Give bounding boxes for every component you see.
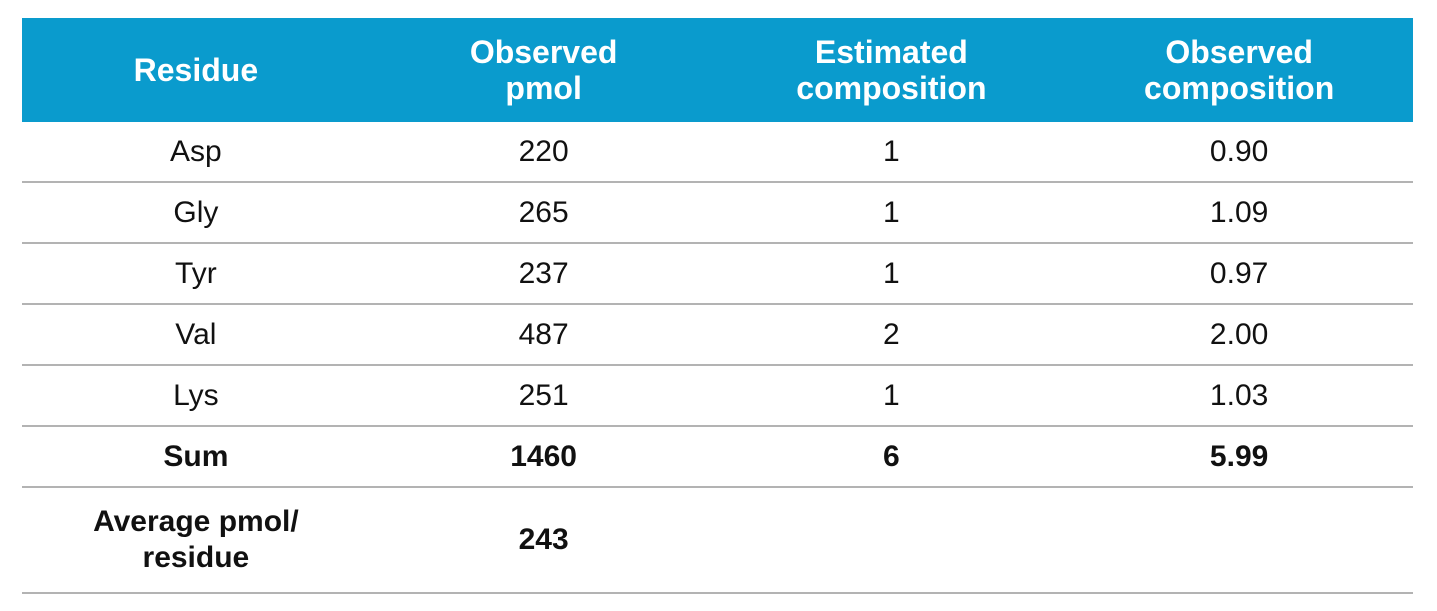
table-cell: 2 bbox=[717, 304, 1066, 366]
sum-cell: 5.99 bbox=[1065, 426, 1413, 488]
table-cell: Gly bbox=[22, 182, 370, 244]
table-cell: 237 bbox=[369, 243, 718, 305]
cell-text: Lys bbox=[173, 378, 219, 412]
cell-text: Val bbox=[175, 317, 217, 351]
cell-text: Observed pmol bbox=[469, 34, 618, 106]
cell-text: 265 bbox=[518, 195, 569, 229]
table-body: Asp 220 1 0.90 Gly 265 1 1.09 Tyr 237 1 0.97 Val 487 2… bbox=[22, 122, 1413, 594]
cell-text: 5.99 bbox=[1209, 439, 1269, 473]
table-cell: 251 bbox=[369, 365, 718, 427]
cell-text: 1460 bbox=[510, 439, 577, 473]
cell-text: 1 bbox=[883, 256, 900, 290]
table-cell: 2.00 bbox=[1065, 304, 1413, 366]
cell-text: Asp bbox=[170, 134, 222, 168]
cell-text: 243 bbox=[518, 523, 569, 556]
table-row: Tyr 237 1 0.97 bbox=[22, 243, 1413, 305]
sum-cell: 1460 bbox=[369, 426, 718, 488]
table-cell: 1.09 bbox=[1065, 182, 1413, 244]
cell-text: 0.97 bbox=[1209, 256, 1269, 290]
cell-text: 6 bbox=[883, 439, 900, 473]
average-value-cell: 243 bbox=[369, 487, 718, 594]
table-cell: 1.03 bbox=[1065, 365, 1413, 427]
header-cell: Estimated composition bbox=[717, 18, 1066, 122]
table-row: Asp 220 1 0.90 bbox=[22, 122, 1413, 183]
table-cell: 0.97 bbox=[1065, 243, 1413, 305]
cell-text: 0.90 bbox=[1209, 134, 1269, 168]
table-row: Val 487 2 2.00 bbox=[22, 304, 1413, 366]
table-cell: 1 bbox=[717, 365, 1066, 427]
cell-text: 251 bbox=[518, 378, 569, 412]
cell-text: 2.00 bbox=[1209, 317, 1269, 351]
table-cell: 1 bbox=[717, 182, 1066, 244]
data-table: Residue Observed pmol Estimated compositio… bbox=[22, 18, 1413, 594]
cell-text: Estimated composition bbox=[796, 34, 987, 106]
cell-text: 220 bbox=[518, 134, 569, 168]
header-cell: Observed composition bbox=[1065, 18, 1413, 122]
average-row: Average pmol/ residue 243 bbox=[22, 487, 1413, 594]
sum-cell: Sum bbox=[22, 426, 370, 488]
cell-text: 1.03 bbox=[1209, 378, 1269, 412]
table-cell: Asp bbox=[22, 122, 370, 183]
header-cell: Residue bbox=[22, 18, 370, 122]
empty-cell bbox=[717, 487, 1413, 594]
cell-text: 1 bbox=[883, 134, 900, 168]
header-row: Residue Observed pmol Estimated compositio… bbox=[22, 18, 1413, 122]
cell-text: Average pmol/ residue bbox=[93, 505, 299, 574]
table-cell: Val bbox=[22, 304, 370, 366]
cell-text: 487 bbox=[518, 317, 569, 351]
sum-row: Sum 1460 6 5.99 bbox=[22, 426, 1413, 488]
sum-cell: 6 bbox=[717, 426, 1066, 488]
cell-text: 2 bbox=[883, 317, 900, 351]
cell-text: Tyr bbox=[175, 256, 217, 290]
cell-text: 1 bbox=[883, 195, 900, 229]
cell-text: Sum bbox=[163, 439, 229, 473]
table-cell: 1 bbox=[717, 243, 1066, 305]
table-cell: 265 bbox=[369, 182, 718, 244]
average-label-cell: Average pmol/ residue bbox=[22, 487, 370, 594]
table-cell: Tyr bbox=[22, 243, 370, 305]
table-cell: Lys bbox=[22, 365, 370, 427]
table-cell: 220 bbox=[369, 122, 718, 183]
table-row: Lys 251 1 1.03 bbox=[22, 365, 1413, 427]
cell-text: Observed composition bbox=[1144, 34, 1335, 106]
table-cell: 1 bbox=[717, 122, 1066, 183]
cell-text: 1.09 bbox=[1209, 195, 1269, 229]
cell-text: Gly bbox=[173, 195, 219, 229]
cell-text: Residue bbox=[133, 52, 259, 88]
table-cell: 487 bbox=[369, 304, 718, 366]
header-cell: Observed pmol bbox=[369, 18, 718, 122]
table-cell: 0.90 bbox=[1065, 122, 1413, 183]
table-row: Gly 265 1 1.09 bbox=[22, 182, 1413, 244]
cell-text: 1 bbox=[883, 378, 900, 412]
cell-text: 237 bbox=[518, 256, 569, 290]
